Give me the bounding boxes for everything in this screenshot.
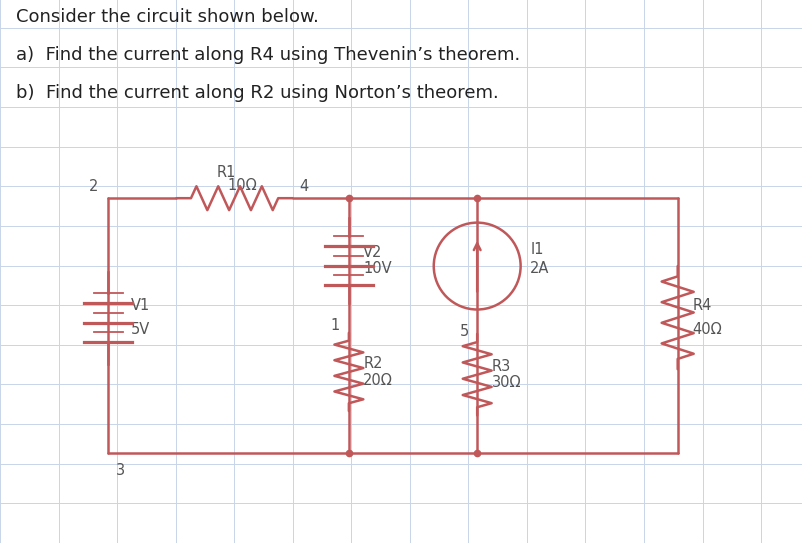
Text: Consider the circuit shown below.: Consider the circuit shown below. bbox=[16, 8, 319, 26]
Text: R2: R2 bbox=[363, 356, 383, 371]
Text: a)  Find the current along R4 using Thevenin’s theorem.: a) Find the current along R4 using Theve… bbox=[16, 46, 520, 64]
Text: 3: 3 bbox=[116, 463, 125, 478]
Text: 2: 2 bbox=[89, 179, 99, 194]
Text: I1: I1 bbox=[530, 242, 544, 257]
Text: b)  Find the current along R2 using Norton’s theorem.: b) Find the current along R2 using Norto… bbox=[16, 84, 499, 102]
Text: 1: 1 bbox=[330, 318, 339, 333]
Text: 5V: 5V bbox=[131, 322, 150, 337]
Text: R3: R3 bbox=[492, 359, 511, 374]
Text: R1: R1 bbox=[217, 165, 237, 180]
Text: V2: V2 bbox=[363, 245, 383, 260]
Text: 4: 4 bbox=[299, 179, 309, 194]
Text: V1: V1 bbox=[131, 298, 150, 313]
Text: 20Ω: 20Ω bbox=[363, 372, 393, 388]
Text: 30Ω: 30Ω bbox=[492, 375, 521, 390]
Text: 10Ω: 10Ω bbox=[228, 178, 257, 193]
Text: 5: 5 bbox=[460, 324, 469, 339]
Text: 2A: 2A bbox=[530, 261, 549, 276]
Text: 10V: 10V bbox=[363, 261, 392, 276]
Text: 40Ω: 40Ω bbox=[692, 322, 722, 337]
Text: R4: R4 bbox=[692, 298, 711, 313]
